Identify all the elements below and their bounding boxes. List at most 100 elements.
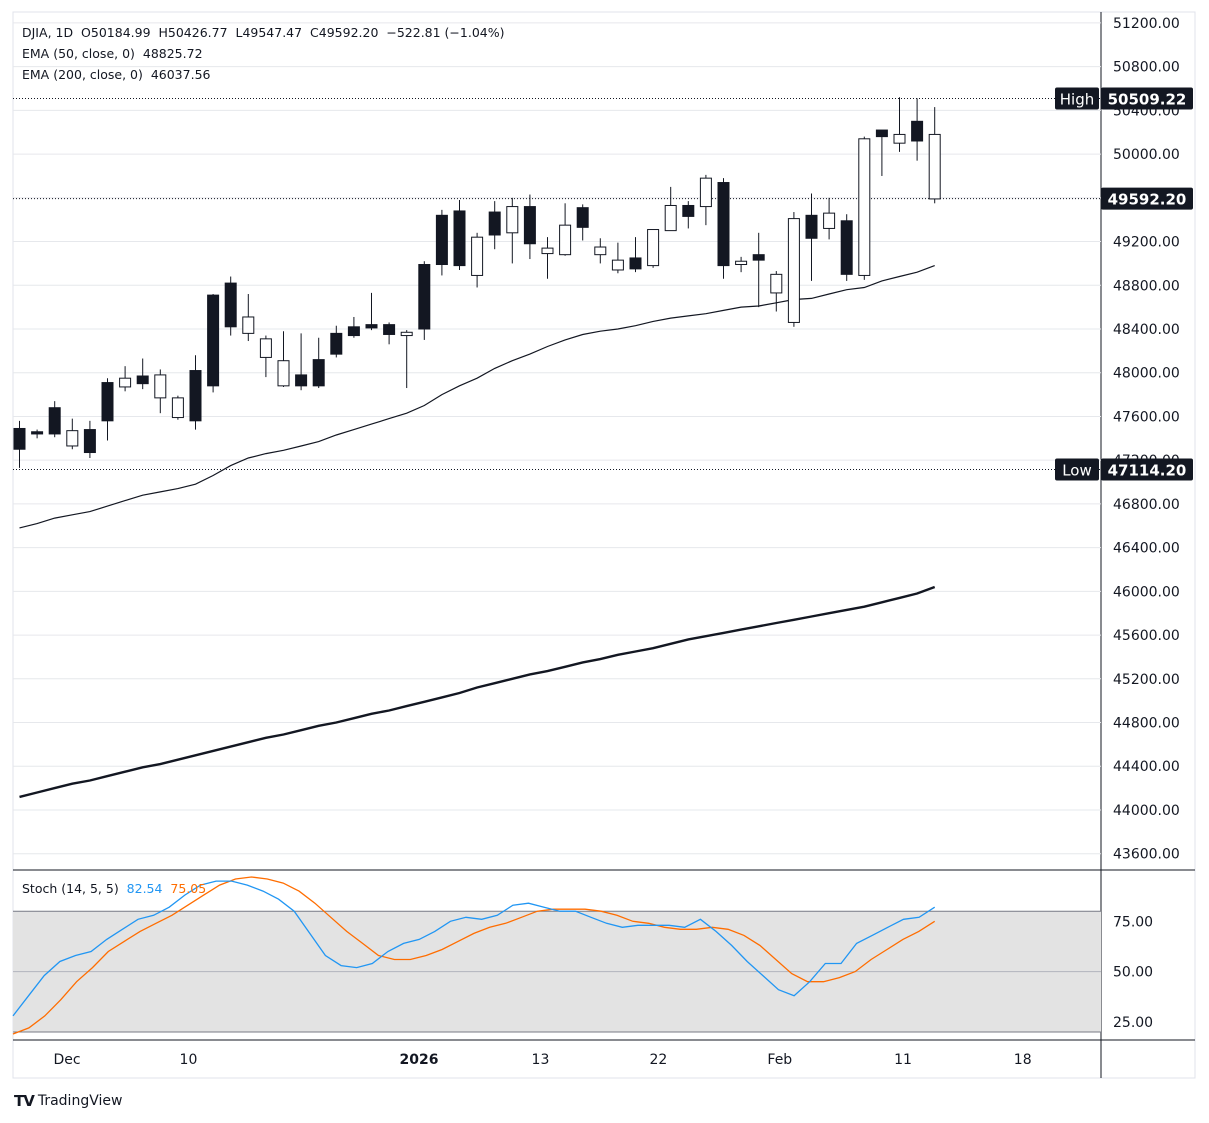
marker-value: 50509.22 (1108, 90, 1187, 108)
y-tick-label: 46400.00 (1113, 541, 1180, 557)
candle-body (207, 294, 220, 387)
stoch-legend: Stoch (14, 5, 5) 82.54 75.05 (22, 881, 206, 896)
y-tick-label: 45600.00 (1113, 628, 1180, 644)
interval-label: 1D (55, 25, 74, 40)
chart-frame (12, 11, 1196, 1079)
ema200-line (19, 585, 936, 799)
candle-body (858, 138, 871, 276)
candle-body (453, 210, 466, 267)
candle-body (787, 218, 800, 323)
candle-body (119, 377, 132, 388)
candle-body (717, 182, 730, 267)
y-tick-label: 49200.00 (1113, 235, 1180, 251)
x-tick-label: 22 (649, 1052, 667, 1068)
ema50-label: EMA (50, close, 0) (22, 46, 135, 61)
stoch-tick-label: 75.00 (1113, 914, 1153, 930)
symbol-label: DJIA (22, 25, 48, 40)
ema50-line (19, 265, 935, 529)
candle-body (224, 282, 237, 328)
last-price-tag (1101, 187, 1193, 210)
candle-body (471, 236, 484, 276)
ema50-legend: EMA (50, close, 0) 48825.72 (22, 46, 203, 61)
marker-label: Low (1062, 462, 1092, 480)
marker-value-tag (1101, 87, 1193, 110)
ohlc-legend: DJIA, 1D O50184.99 H50426.77 L49547.47 C… (22, 25, 505, 40)
ema200-value: 46037.56 (150, 67, 211, 82)
candle-body (101, 382, 114, 422)
candle-body (735, 260, 748, 266)
candle-body (928, 133, 941, 200)
tradingview-logo[interactable]: TV TradingView (14, 1092, 122, 1110)
candle-body (347, 326, 360, 337)
x-tick-label: Dec (53, 1052, 80, 1068)
y-tick-label: 48000.00 (1113, 366, 1180, 382)
close-value: C49592.20 (310, 25, 379, 40)
stoch-tick-label: 25.00 (1113, 1015, 1153, 1031)
stoch-label: Stoch (14, 5, 5) (22, 881, 119, 896)
candle-body (506, 206, 519, 234)
tradingview-logo-text: TradingView (37, 1093, 123, 1109)
x-tick-label: 18 (1014, 1052, 1032, 1068)
candle-body (31, 431, 44, 435)
candle-body (647, 229, 660, 267)
candle-body (418, 264, 431, 330)
x-tick-label: 13 (532, 1052, 550, 1068)
candle-body (312, 359, 325, 387)
marker-label: High (1060, 90, 1094, 108)
candle-body (559, 224, 572, 256)
y-tick-label: 47600.00 (1113, 409, 1180, 425)
y-tick-label: 48400.00 (1113, 322, 1180, 338)
candle-body (682, 204, 695, 217)
ema50-value: 48825.72 (142, 46, 203, 61)
low-value: L49547.47 (235, 25, 303, 40)
y-tick-label: 50000.00 (1113, 147, 1180, 163)
open-value: O50184.99 (81, 25, 151, 40)
y-tick-label: 51200.00 (1113, 16, 1180, 32)
candle-body (875, 129, 888, 138)
candle-body (295, 374, 308, 387)
candle-body (664, 204, 677, 232)
candle-body (523, 206, 536, 245)
candle-body (611, 259, 624, 271)
candle-body (893, 133, 906, 144)
candle-body (383, 324, 396, 335)
candle-body (770, 273, 783, 294)
candle-body (400, 331, 413, 337)
y-tick-label: 44400.00 (1113, 759, 1180, 775)
marker-value: 47114.20 (1108, 462, 1187, 480)
stoch-d-line (12, 876, 936, 1035)
candle-body (576, 207, 589, 228)
y-tick-label: 46800.00 (1113, 497, 1180, 513)
candle-body (541, 247, 554, 255)
stoch-k-line (12, 880, 936, 1017)
candle-body (259, 338, 272, 358)
marker-tag (1055, 458, 1099, 481)
candle-body (629, 257, 642, 270)
candle-body (840, 220, 853, 275)
stoch-d-value: 75.05 (170, 881, 207, 896)
y-tick-label: 50800.00 (1113, 60, 1180, 76)
candle-body (699, 177, 712, 208)
candle-body (488, 211, 501, 236)
candle-body (911, 120, 924, 142)
candle-body (752, 254, 765, 261)
ema200-legend: EMA (200, close, 0) 46037.56 (22, 67, 210, 82)
candle-body (594, 246, 607, 256)
candle-body (48, 407, 61, 435)
last-price-value: 49592.20 (1108, 191, 1187, 209)
stoch-k-value: 82.54 (126, 881, 163, 896)
x-tick-label: 2026 (400, 1052, 439, 1068)
tradingview-logo-icon: TV (14, 1092, 35, 1110)
y-tick-label: 46000.00 (1113, 584, 1180, 600)
y-tick-label: 45200.00 (1113, 672, 1180, 688)
candle-body (13, 427, 26, 450)
x-tick-label: Feb (767, 1052, 792, 1068)
high-value: H50426.77 (158, 25, 228, 40)
candle-body (330, 332, 343, 355)
candle-body (189, 370, 202, 422)
change-value: −522.81 (−1.04%) (386, 25, 505, 40)
candle-body (823, 212, 836, 229)
marker-tag (1055, 87, 1099, 110)
candle-body (435, 214, 448, 266)
